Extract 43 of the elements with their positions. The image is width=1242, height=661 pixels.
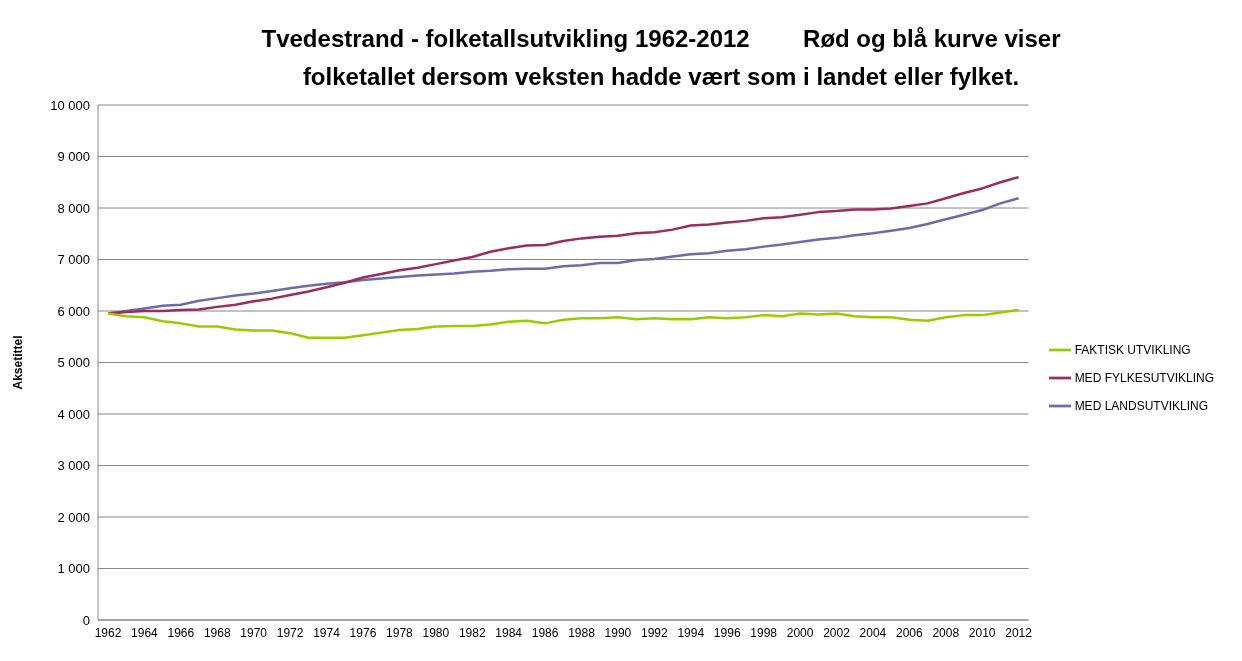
x-tick-label: 1982	[458, 625, 486, 640]
x-tick-label: 1972	[276, 625, 304, 640]
y-axis-title: Aksetittel	[11, 335, 26, 390]
x-tick-label: 1996	[713, 625, 741, 640]
x-tick-label: 1986	[531, 625, 559, 640]
y-tick-label: 3 000	[57, 458, 90, 474]
x-tick-label: 2000	[786, 625, 814, 640]
x-tick-label: 1988	[568, 625, 596, 640]
x-tick-label: 1966	[167, 625, 195, 640]
chart-title: Tvedestrand - folketallsutvikling 1962-2012 Rød og blå kurve viser folketallet dersom veksten hadde vært som i landet eller fylket.	[260, 24, 1062, 92]
y-tick-label: 7 000	[57, 252, 90, 268]
y-tick-label: 0	[82, 612, 90, 628]
y-tick-label: 8 000	[57, 200, 90, 216]
y-tick-label: 6 000	[57, 303, 90, 319]
x-tick-label: 1984	[495, 625, 523, 640]
x-tick-label: 1990	[604, 625, 632, 640]
x-tick-label: 1978	[386, 625, 414, 640]
x-tick-label: 1970	[240, 625, 268, 640]
x-tick-label: 1964	[131, 625, 159, 640]
x-tick-label: 1998	[750, 625, 778, 640]
legend-label: MED FYLKESUTVIKLING	[1074, 370, 1214, 385]
y-tick-label: 2 000	[57, 509, 90, 525]
y-tick-label: 5 000	[57, 355, 90, 371]
y-tick-label: 10 000	[50, 97, 90, 113]
x-tick-label: 1976	[349, 625, 377, 640]
x-tick-label: 2010	[968, 625, 996, 640]
x-tick-label: 2002	[823, 625, 851, 640]
x-tick-label: 1968	[203, 625, 231, 640]
x-tick-label: 1980	[422, 625, 450, 640]
x-tick-label: 1962	[94, 625, 122, 640]
y-tick-label: 4 000	[57, 406, 90, 422]
x-tick-label: 2012	[1005, 625, 1033, 640]
y-tick-label: 9 000	[57, 149, 90, 165]
line-series	[106, 308, 1020, 340]
x-tick-label: 2004	[859, 625, 887, 640]
x-tick-label: 1992	[641, 625, 669, 640]
x-tick-label: 1994	[677, 625, 705, 640]
legend-label: MED LANDSUTVIKLING	[1074, 398, 1208, 413]
y-tick-label: 1 000	[57, 561, 90, 577]
x-tick-label: 2006	[896, 625, 924, 640]
legend-label: FAKTISK UTVIKLING	[1074, 342, 1191, 357]
x-tick-label: 1974	[313, 625, 341, 640]
x-tick-label: 2008	[932, 625, 960, 640]
